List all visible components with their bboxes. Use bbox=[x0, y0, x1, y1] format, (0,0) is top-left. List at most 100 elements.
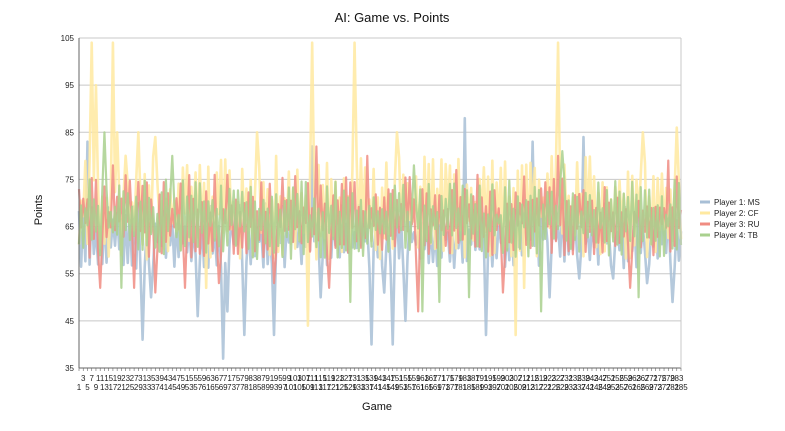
x-tick-label: 245 bbox=[590, 383, 604, 392]
y-tick-label: 95 bbox=[65, 81, 74, 90]
x-tick-label: 143 bbox=[373, 374, 387, 383]
x-tick-label: 29 bbox=[134, 383, 143, 392]
x-tick-label: 211 bbox=[518, 374, 531, 383]
x-tick-label: 101 bbox=[284, 383, 298, 392]
x-tick-label: 171 bbox=[433, 374, 447, 383]
x-tick-label: 159 bbox=[407, 374, 421, 383]
x-tick-label: 131 bbox=[348, 374, 362, 383]
x-tick-label: 111 bbox=[306, 374, 319, 383]
x-tick-label: 231 bbox=[560, 374, 574, 383]
x-tick-label: 157 bbox=[403, 383, 417, 392]
x-tick-label: 11 bbox=[96, 374, 105, 383]
x-tick-label: 47 bbox=[172, 374, 181, 383]
y-tick-label: 35 bbox=[65, 364, 74, 373]
x-tick-label: 87 bbox=[257, 374, 266, 383]
x-tick-label: 23 bbox=[121, 374, 130, 383]
x-tick-label: 187 bbox=[467, 374, 481, 383]
x-tick-label: 93 bbox=[270, 383, 279, 392]
x-tick-label: 43 bbox=[164, 374, 173, 383]
x-tick-label: 89 bbox=[261, 383, 270, 392]
x-tick-label: 163 bbox=[416, 374, 430, 383]
x-tick-label: 183 bbox=[458, 374, 472, 383]
x-tick-label: 269 bbox=[640, 383, 654, 392]
x-tick-label: 103 bbox=[289, 374, 303, 383]
series-line-4 bbox=[77, 131, 683, 313]
x-tick-label: 161 bbox=[411, 383, 425, 392]
x-tick-label: 9 bbox=[94, 383, 99, 392]
x-tick-label: 265 bbox=[632, 383, 646, 392]
legend-label: Player 1: MS bbox=[714, 198, 760, 207]
x-tick-label: 261 bbox=[623, 383, 637, 392]
x-tick-label: 7 bbox=[89, 374, 94, 383]
x-tick-label: 41 bbox=[159, 383, 168, 392]
x-tick-label: 155 bbox=[399, 374, 413, 383]
x-tick-label: 69 bbox=[219, 383, 228, 392]
x-tick-label: 37 bbox=[151, 383, 160, 392]
x-tick-label: 199 bbox=[492, 374, 506, 383]
x-tick-label: 225 bbox=[547, 383, 561, 392]
x-tick-label: 123 bbox=[331, 374, 345, 383]
legend-label: Player 2: CF bbox=[714, 209, 759, 218]
x-tick-label: 219 bbox=[534, 374, 548, 383]
x-tick-label: 243 bbox=[585, 374, 599, 383]
x-tick-label: 21 bbox=[117, 383, 126, 392]
x-tick-label: 17 bbox=[108, 383, 117, 392]
x-tick-label: 237 bbox=[573, 383, 587, 392]
x-tick-label: 35 bbox=[147, 374, 156, 383]
x-tick-label: 55 bbox=[189, 374, 198, 383]
x-tick-label: 119 bbox=[323, 374, 336, 383]
x-tick-label: 279 bbox=[662, 374, 676, 383]
x-tick-label: 65 bbox=[210, 383, 219, 392]
x-tick-label: 77 bbox=[236, 383, 245, 392]
x-tick-label: 281 bbox=[666, 383, 680, 392]
x-tick-label: 113 bbox=[310, 383, 323, 392]
x-tick-label: 151 bbox=[390, 374, 404, 383]
legend-label: Player 4: TB bbox=[714, 231, 758, 240]
x-tick-label: 189 bbox=[471, 383, 485, 392]
x-tick-label: 141 bbox=[369, 383, 383, 392]
x-tick-label: 59 bbox=[197, 374, 206, 383]
x-tick-label: 193 bbox=[479, 383, 493, 392]
x-tick-label: 149 bbox=[386, 383, 400, 392]
x-tick-label: 1 bbox=[77, 383, 82, 392]
x-tick-label: 167 bbox=[424, 374, 438, 383]
x-tick-label: 135 bbox=[356, 374, 370, 383]
y-axis-label: Points bbox=[33, 194, 45, 225]
x-tick-label: 31 bbox=[138, 374, 147, 383]
x-tick-label: 15 bbox=[104, 374, 113, 383]
x-tick-label: 205 bbox=[505, 383, 519, 392]
legend-label: Player 3: RU bbox=[714, 220, 760, 229]
x-tick-label: 19 bbox=[113, 374, 122, 383]
y-tick-label: 45 bbox=[65, 317, 74, 326]
x-tick-label: 67 bbox=[214, 374, 223, 383]
x-tick-label: 71 bbox=[223, 374, 232, 383]
x-tick-label: 247 bbox=[594, 374, 608, 383]
x-tick-label: 147 bbox=[382, 374, 396, 383]
x-tick-label: 63 bbox=[206, 374, 215, 383]
x-tick-label: 127 bbox=[339, 374, 353, 383]
y-tick-label: 65 bbox=[65, 223, 74, 232]
x-tick-label: 117 bbox=[319, 383, 332, 392]
x-tick-label: 257 bbox=[615, 383, 629, 392]
x-tick-label: 283 bbox=[670, 374, 684, 383]
x-tick-label: 75 bbox=[231, 374, 240, 383]
x-tick-label: 259 bbox=[619, 374, 633, 383]
x-tick-label: 169 bbox=[428, 383, 442, 392]
x-tick-label: 61 bbox=[202, 383, 211, 392]
x-tick-label: 27 bbox=[130, 374, 139, 383]
x-tick-label: 133 bbox=[352, 383, 366, 392]
x-tick-label: 233 bbox=[564, 383, 578, 392]
x-tick-label: 73 bbox=[227, 383, 236, 392]
x-tick-label: 251 bbox=[602, 374, 616, 383]
x-tick-label: 235 bbox=[568, 374, 582, 383]
x-tick-label: 213 bbox=[522, 383, 536, 392]
x-tick-label: 273 bbox=[649, 383, 663, 392]
x-tick-label: 51 bbox=[181, 374, 190, 383]
x-tick-label: 13 bbox=[100, 383, 109, 392]
x-tick-label: 145 bbox=[378, 383, 392, 392]
x-tick-label: 285 bbox=[674, 383, 688, 392]
x-tick-label: 249 bbox=[598, 383, 612, 392]
x-tick-label: 53 bbox=[185, 383, 194, 392]
